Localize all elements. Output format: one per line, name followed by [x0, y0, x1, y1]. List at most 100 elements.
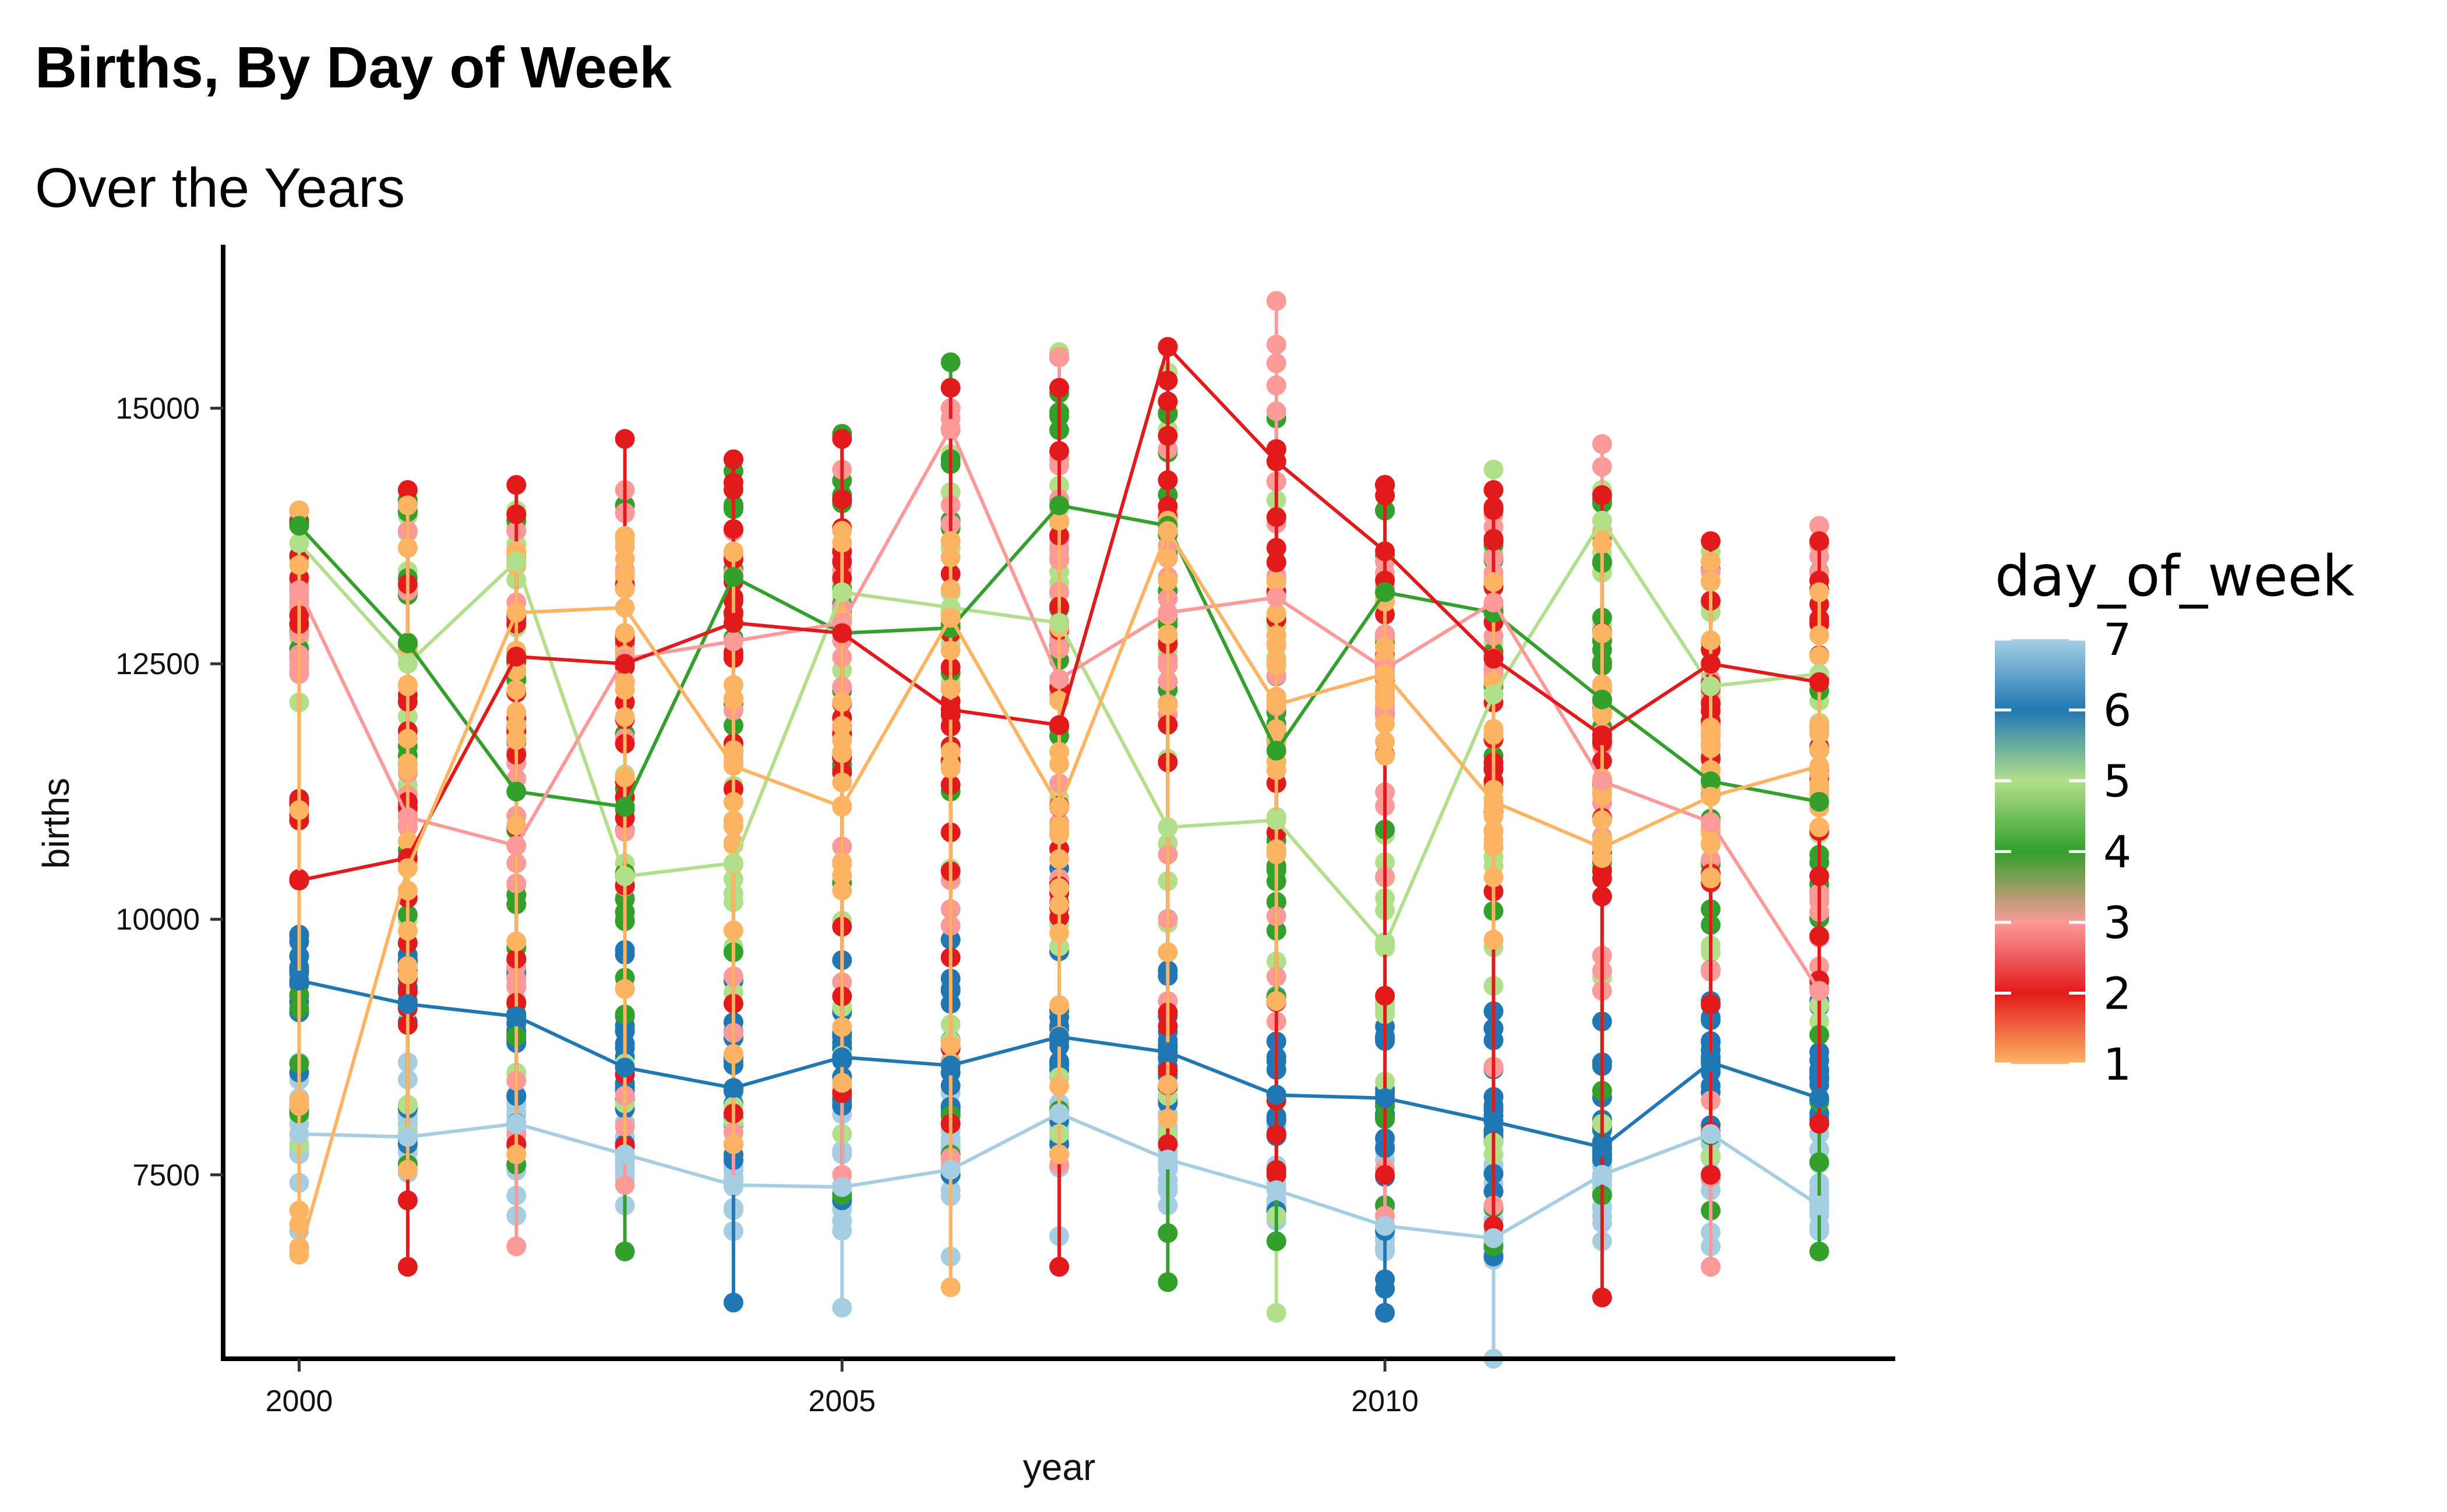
point-day-1-2004	[723, 1044, 743, 1064]
series-point-day-3-2012	[1592, 771, 1612, 791]
series-point-day-2-2005	[832, 623, 852, 643]
point-day-1-2006	[940, 531, 961, 551]
point-day-6-2010	[1375, 1269, 1395, 1289]
series-point-day-1-2009	[1266, 695, 1286, 715]
point-day-1-2001	[397, 956, 418, 976]
point-max-day-1-2009	[1266, 572, 1286, 592]
point-max-day-1-2013	[1701, 551, 1721, 572]
point-max-day-3-2009	[1266, 291, 1286, 311]
series-point-day-5-2009	[1266, 810, 1286, 830]
point-max-day-4-2006	[940, 352, 961, 372]
point-day-1-2006	[940, 741, 961, 762]
series-point-day-4-2002	[506, 781, 527, 802]
y-axis-title: births	[35, 778, 77, 869]
point-min-day-4-2008	[1158, 1272, 1178, 1292]
point-day-1-2007	[1049, 1076, 1069, 1097]
series-point-day-4-2000	[289, 516, 309, 536]
series-point-day-7-2009	[1266, 1180, 1286, 1200]
series-point-day-3-2001	[397, 807, 418, 827]
point-min-day-1-2011	[1483, 929, 1504, 950]
point-day-1-2012	[1592, 623, 1612, 643]
series-point-day-3-2000	[289, 580, 309, 600]
series-point-day-7-2004	[723, 1175, 743, 1195]
point-day-3-2009	[1266, 401, 1286, 421]
series-day-5-trend	[289, 510, 1829, 955]
point-day-1-2011	[1483, 820, 1504, 840]
point-day-1-2004	[723, 812, 743, 833]
point-day-1-2011	[1483, 806, 1504, 826]
series-point-day-1-2004	[723, 756, 743, 776]
point-max-day-2-2011	[1483, 480, 1504, 500]
series-point-day-3-2009	[1266, 587, 1286, 608]
point-day-1-2003	[615, 537, 635, 557]
point-day-1-2001	[397, 753, 418, 773]
series-point-day-6-2000	[289, 970, 309, 991]
point-day-2-2008	[1158, 392, 1178, 412]
x-tick-label-2010: 2010	[1351, 1384, 1419, 1418]
x-tick-label-2005: 2005	[808, 1384, 876, 1418]
point-day-2-2014	[1809, 866, 1829, 886]
plot-area	[289, 291, 1829, 1369]
point-day-1-2004	[723, 792, 743, 812]
point-day-2-2008	[1158, 496, 1178, 516]
series-point-day-2-2000	[289, 870, 309, 891]
point-day-1-2003	[615, 979, 635, 999]
series-point-day-4-2013	[1701, 771, 1721, 791]
series-point-day-7-2005	[832, 1177, 852, 1197]
point-max-day-1-2011	[1483, 572, 1504, 592]
chart-title: Births, By Day of Week	[35, 35, 672, 100]
series-point-day-1-2010	[1375, 664, 1395, 684]
point-day-1-2009	[1266, 719, 1286, 739]
point-day-1-2014	[1809, 739, 1829, 760]
series-point-day-5-2000	[289, 533, 309, 554]
series-point-day-2-2003	[615, 654, 635, 674]
point-day-1-2007	[1049, 894, 1069, 915]
series-point-day-5-2004	[723, 853, 743, 873]
point-day-1-2002	[506, 728, 527, 749]
series-day-6-trend	[289, 970, 1829, 1157]
point-day-1-2011	[1483, 725, 1504, 745]
series-point-day-2-2010	[1375, 541, 1395, 562]
series-point-day-7-2006	[940, 1159, 961, 1180]
point-day-1-2005	[832, 716, 852, 736]
series-point-day-1-2007	[1049, 796, 1069, 817]
series-point-day-6-2003	[615, 1058, 635, 1078]
point-day-1-2006	[940, 759, 961, 779]
point-max-day-2-2014	[1809, 531, 1829, 551]
point-day-2-2004	[723, 519, 743, 539]
point-day-4-2014	[1809, 1152, 1829, 1172]
point-day-1-2007	[1049, 849, 1069, 869]
point-min-day-3-2002	[506, 1236, 527, 1257]
point-min-day-1-2007	[1049, 1144, 1069, 1165]
point-day-2-2008	[1158, 371, 1178, 391]
point-min-day-1-2005	[832, 1073, 852, 1093]
point-day-2-2008	[1158, 470, 1178, 491]
series-point-day-3-2013	[1701, 812, 1721, 833]
point-day-1-2005	[832, 772, 852, 792]
series-point-day-2-2014	[1809, 672, 1829, 692]
y-axis-ticks: 7500 10000 12500 15000	[115, 392, 223, 1192]
point-day-2-2008	[1158, 425, 1178, 446]
point-day-2-2005	[832, 489, 852, 509]
point-day-1-2007	[1049, 742, 1069, 762]
point-max-day-5-2011	[1483, 459, 1504, 480]
point-day-1-2013	[1701, 571, 1721, 591]
series-point-day-6-2013	[1701, 1052, 1721, 1073]
point-max-day-2-2012	[1592, 485, 1612, 505]
series-point-day-2-2009	[1266, 451, 1286, 471]
series-point-day-4-2007	[1049, 495, 1069, 516]
series-point-day-2-2013	[1701, 654, 1721, 674]
point-min-day-2-2001	[397, 1257, 418, 1277]
point-day-1-2004	[723, 675, 743, 695]
point-day-1-2006	[940, 679, 961, 699]
series-point-day-5-2013	[1701, 676, 1721, 696]
point-day-2-2007	[1049, 441, 1069, 461]
point-day-2-2013	[1701, 994, 1721, 1014]
point-day-1-2003	[615, 707, 635, 727]
series-point-day-5-2001	[397, 654, 418, 674]
point-day-1-2004	[723, 920, 743, 940]
y-tick-label-12500: 12500	[115, 647, 200, 681]
point-max-day-2-2013	[1701, 531, 1721, 551]
point-day-1-2009	[1266, 603, 1286, 623]
point-day-2-2009	[1266, 507, 1286, 527]
